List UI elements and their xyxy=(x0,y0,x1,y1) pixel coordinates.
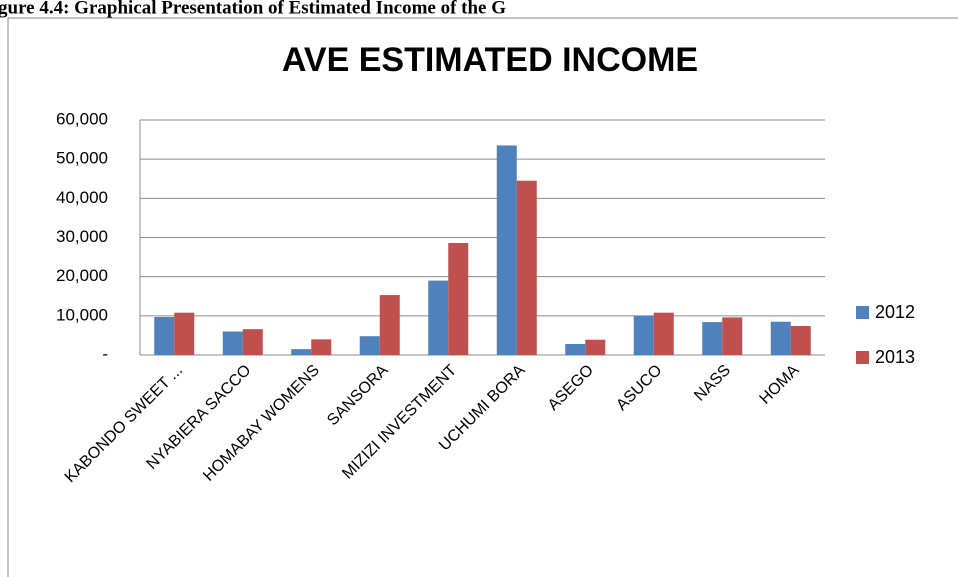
legend-label: 2012 xyxy=(875,302,915,322)
y-tick-label: 20,000 xyxy=(56,266,108,285)
bar xyxy=(496,145,517,355)
bar xyxy=(174,312,195,355)
y-tick-label: 50,000 xyxy=(56,149,108,168)
bar xyxy=(770,321,791,355)
legend-swatch xyxy=(856,306,869,319)
bar xyxy=(790,326,811,355)
bar xyxy=(702,322,723,355)
y-tick-label: 10,000 xyxy=(56,305,108,324)
bar xyxy=(242,329,263,355)
bar xyxy=(585,339,606,355)
bar xyxy=(359,336,380,355)
bar xyxy=(448,242,469,355)
bar xyxy=(291,349,312,355)
legend-swatch xyxy=(856,351,869,364)
y-tick-label: 30,000 xyxy=(56,227,108,246)
legend-label: 2013 xyxy=(875,347,915,367)
y-tick-label: 60,000 xyxy=(56,109,108,128)
bar xyxy=(379,295,400,355)
bar xyxy=(222,331,243,355)
bar xyxy=(565,344,586,355)
y-tick-label: - xyxy=(102,344,108,363)
y-tick-label: 40,000 xyxy=(56,188,108,207)
chart-title: AVE ESTIMATED INCOME xyxy=(282,41,698,79)
bar xyxy=(428,280,449,355)
caption: gure 4.4: Graphical Presentation of Esti… xyxy=(0,0,506,18)
bar xyxy=(516,180,537,355)
bar xyxy=(311,339,332,355)
bar xyxy=(154,317,175,355)
bar xyxy=(633,315,654,355)
bar xyxy=(722,317,743,355)
chart-frame xyxy=(7,17,958,577)
bar xyxy=(653,312,674,355)
